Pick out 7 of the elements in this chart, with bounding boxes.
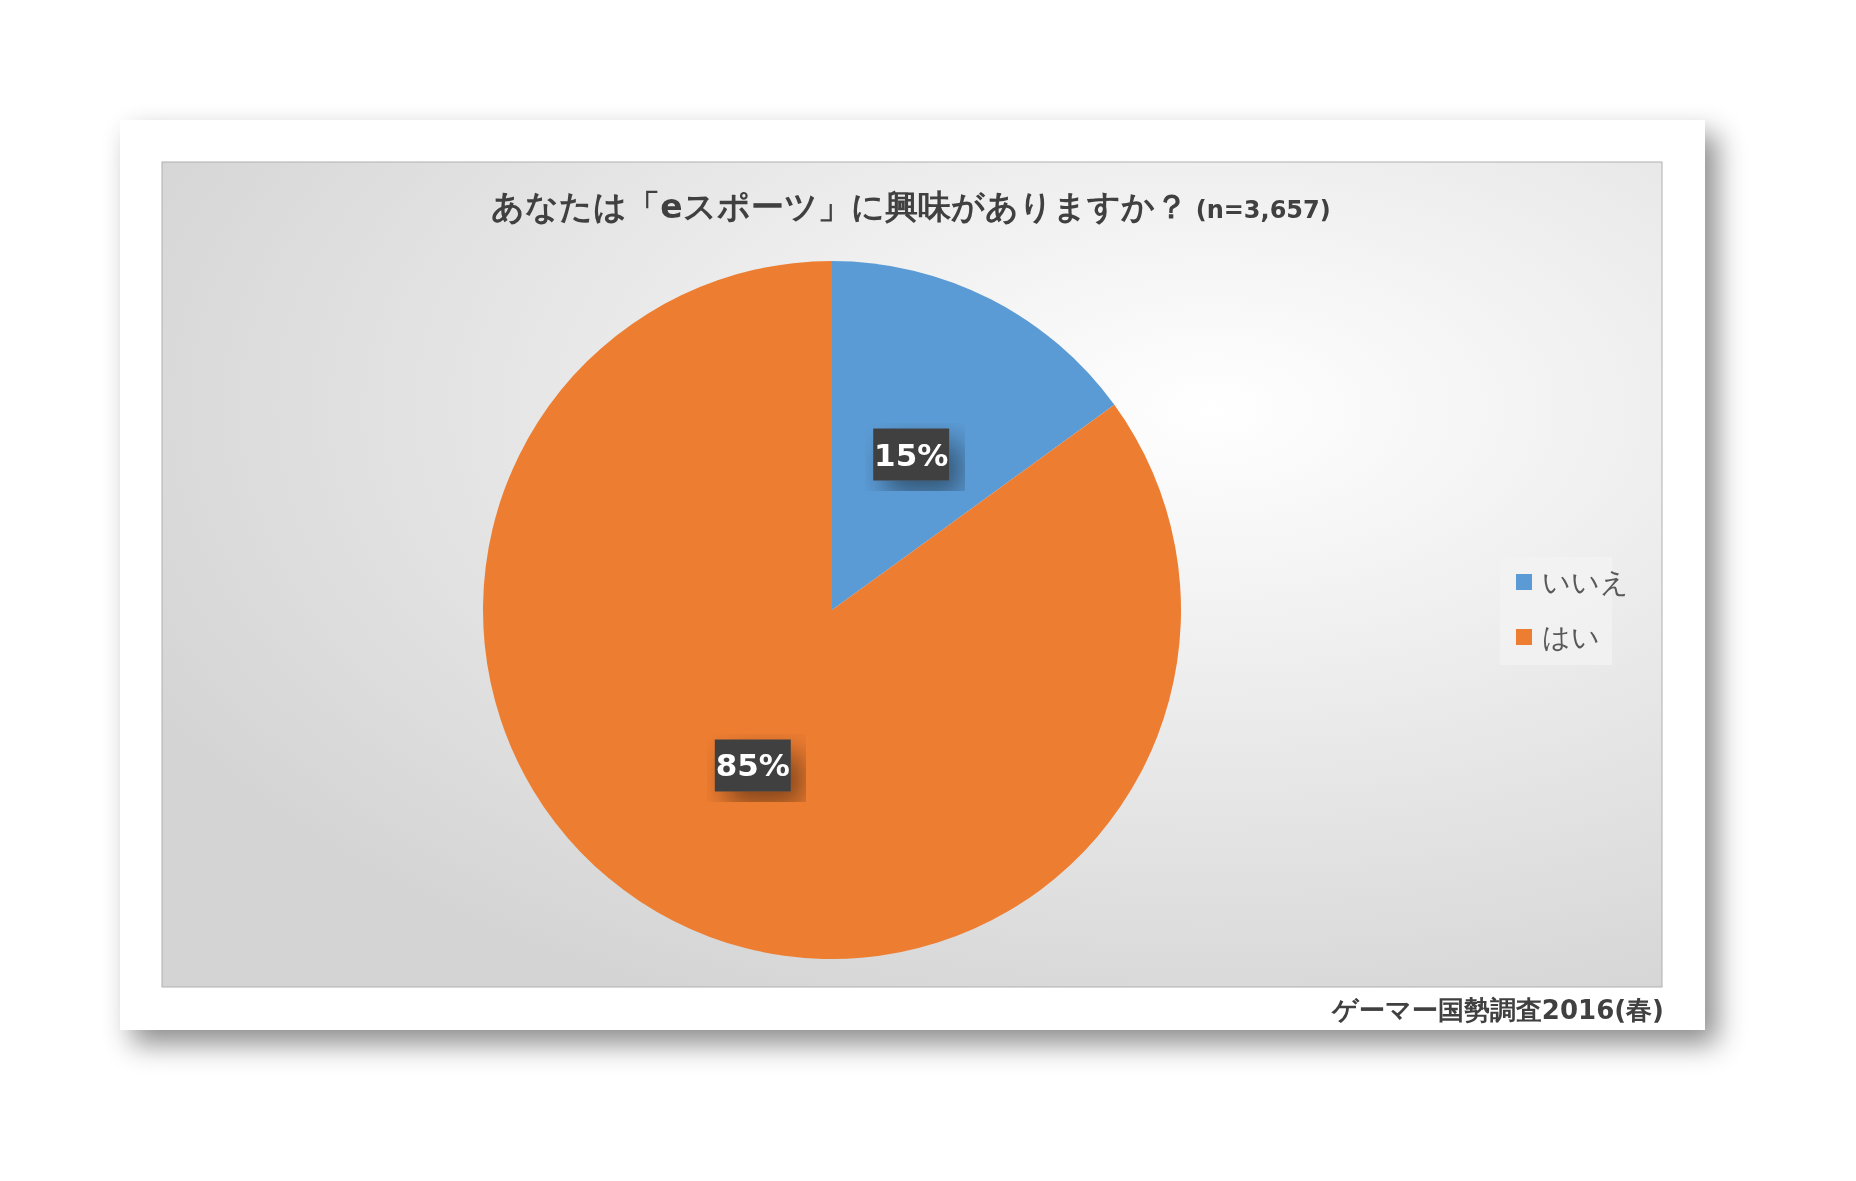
legend-label: いいえ [1542,566,1629,599]
chart-subtitle: (n=3,657) [1195,196,1331,224]
text: ゲーマー国勢調査2016(春) [1330,995,1664,1025]
data-label: 15% [874,436,949,473]
chart-title: あなたは「eスポーツ」に興味がありますか？ [491,187,1188,226]
legend-label: はい [1542,621,1600,654]
data-label: 85% [715,747,790,784]
